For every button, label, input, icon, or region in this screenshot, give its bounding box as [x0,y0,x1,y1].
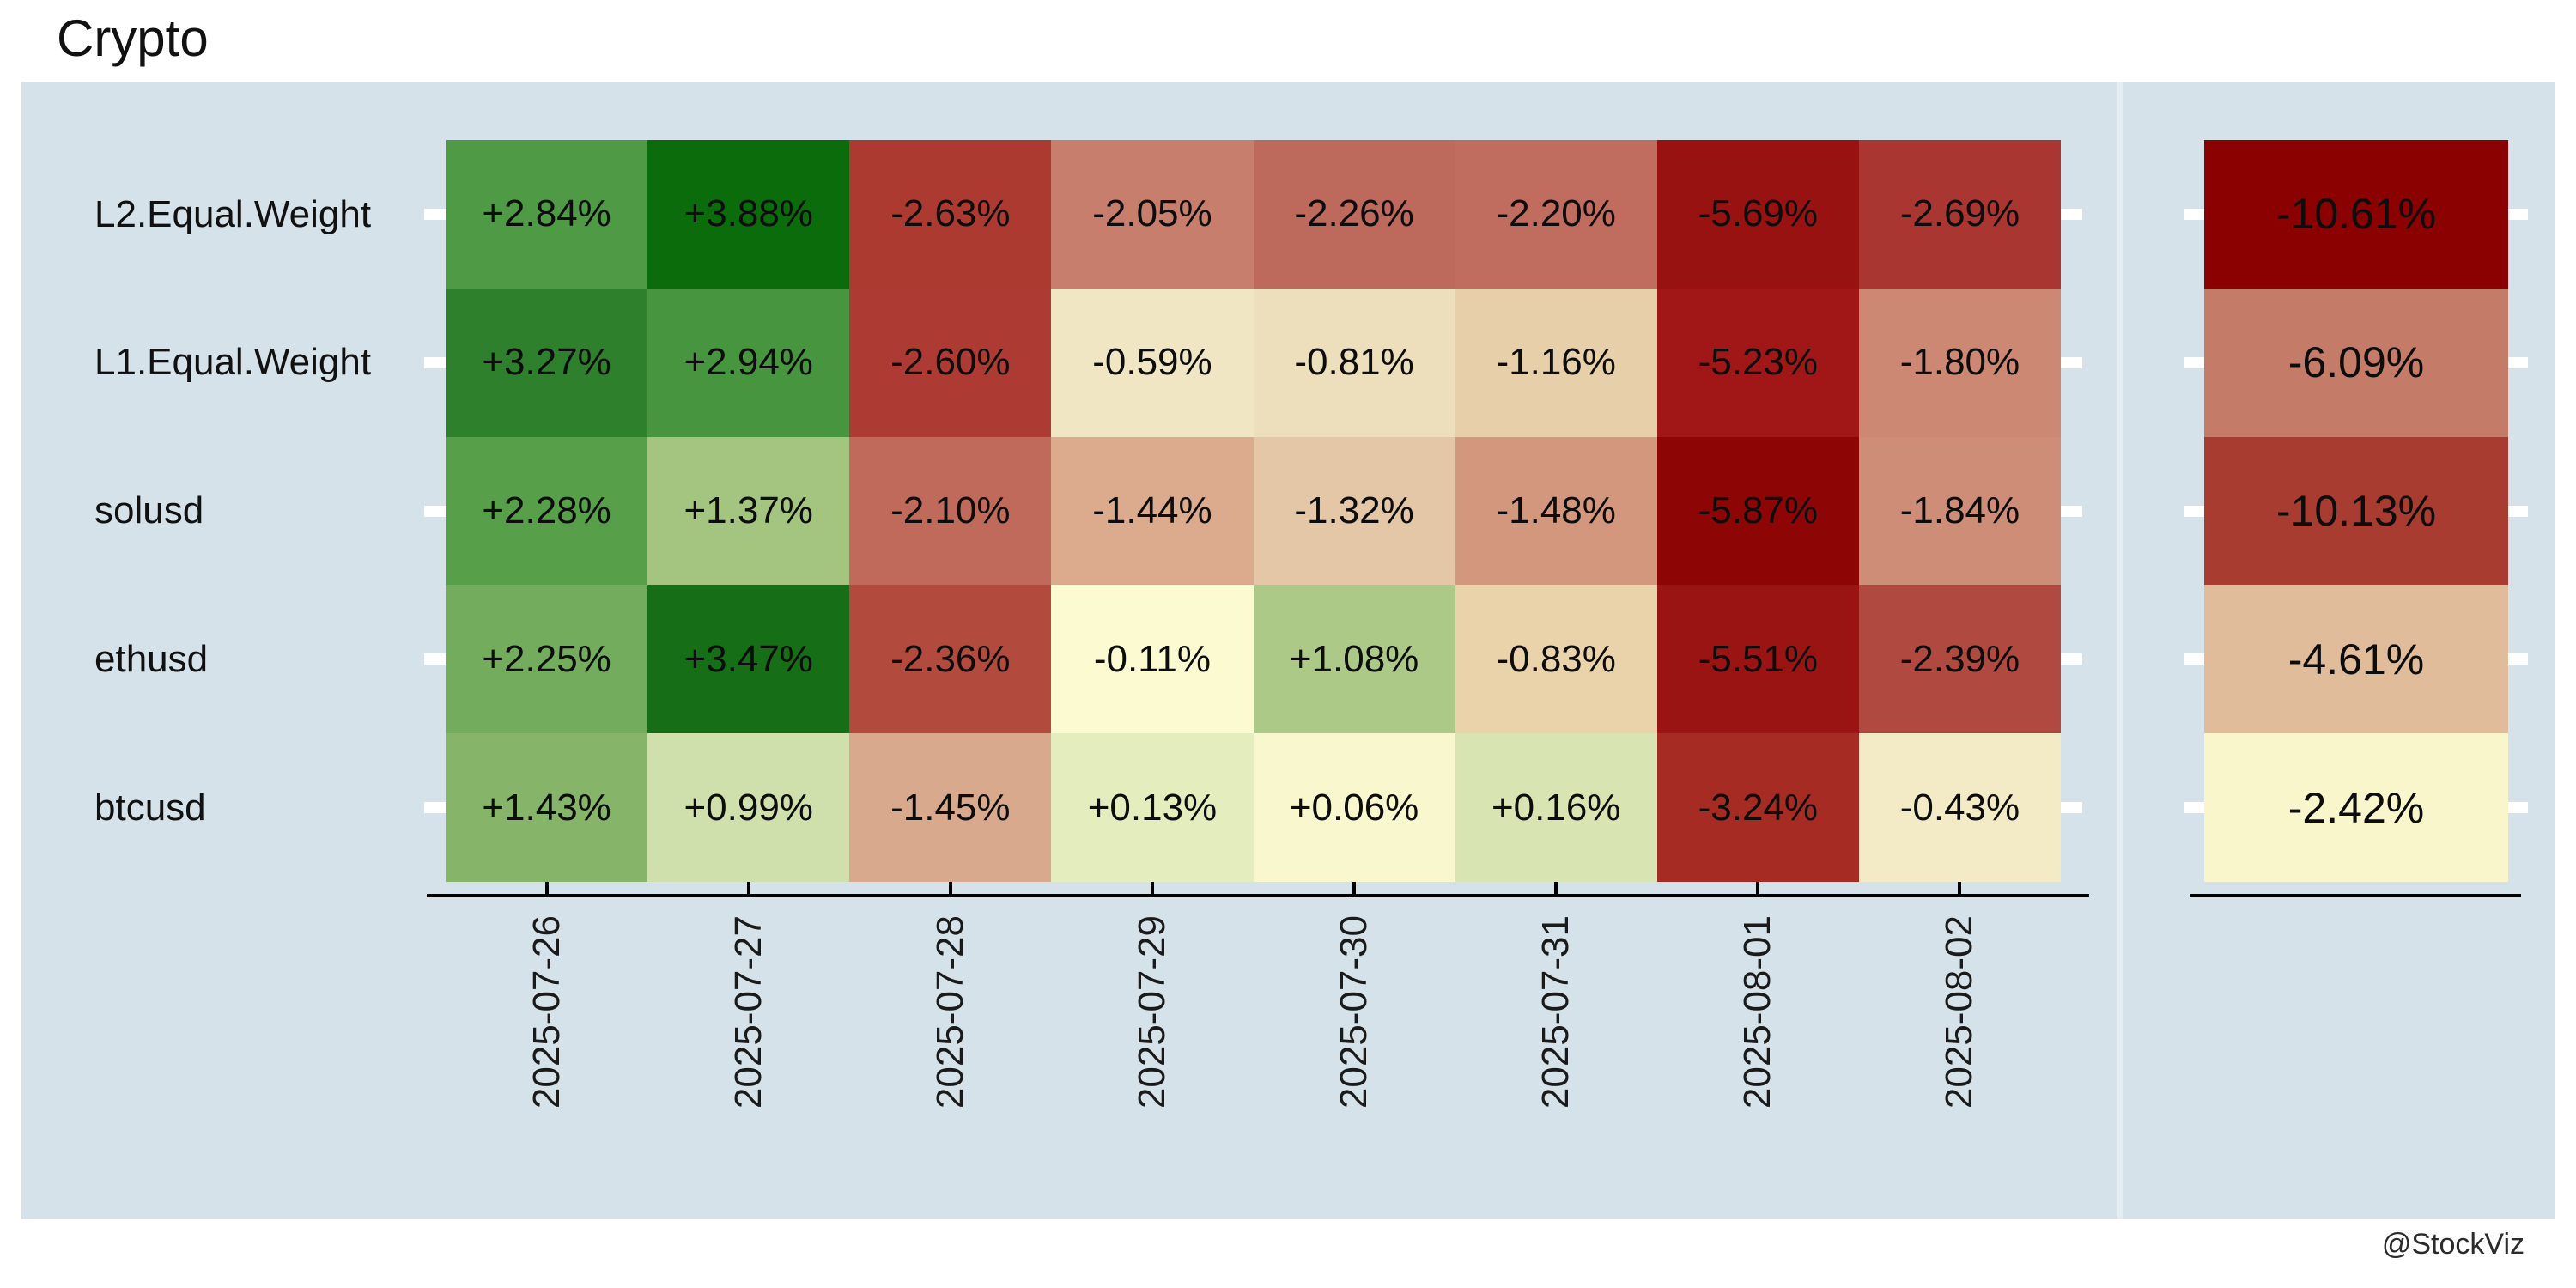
heatmap-cell: -2.05% [1051,140,1254,289]
x-axis-tick [746,882,750,895]
heatmap-cell: -3.24% [1656,733,1859,882]
heatmap-cell: +1.08% [1253,585,1455,734]
heatmap-cell: -5.87% [1656,436,1859,586]
date-label: 2025-07-26 [525,915,568,1109]
x-axis-tick [1150,882,1154,895]
page-title: Crypto [57,9,209,67]
row-tick-right [2061,356,2082,368]
heatmap-cell: -2.63% [849,140,1052,289]
row-tick-right [2061,208,2082,220]
heatmap-cell: -1.32% [1253,436,1455,586]
heatmap-cell: +0.16% [1455,733,1657,882]
heatmap-cell: -2.60% [849,288,1052,437]
heatmap-cell: +3.27% [446,288,648,437]
heatmap-cell: +1.43% [446,733,648,882]
heatmap-cell: +1.37% [647,436,850,586]
heatmap-cell: -2.36% [849,585,1052,734]
watermark: @StockViz [2381,1228,2524,1261]
heatmap-cell: -0.83% [1455,585,1657,734]
x-axis-line [427,894,2089,897]
heatmap-cell: -1.44% [1051,436,1254,586]
row-tick-right [2061,505,2082,517]
heatmap-grid: +2.84% +3.88% -2.63% -2.05% -2.26% -2.20% -5.6… [446,140,2061,882]
row-tick-right [2061,653,2082,665]
heatmap-cell: -5.51% [1656,585,1859,734]
x-axis-tick [1554,882,1558,895]
totals-cell: -10.13% [2204,436,2508,586]
x-axis-tick [948,882,952,895]
heatmap-cell: +3.47% [647,585,850,734]
heatmap-cell: -0.59% [1051,288,1254,437]
heatmap-cell: +3.88% [647,140,850,289]
heatmap-cell: -2.69% [1858,140,2061,289]
heatmap-cell: +2.94% [647,288,850,437]
totals-tick-left [2184,505,2204,517]
row-tick-left [424,505,446,517]
totals-tick-left [2184,208,2204,220]
heatmap-cell: -2.20% [1455,140,1657,289]
heatmap-cell: +0.06% [1253,733,1455,882]
heatmap-cell: -1.84% [1858,436,2061,586]
row-label: btcusd [94,786,206,829]
totals-tick-left [2184,802,2204,814]
date-label: 2025-07-29 [1130,915,1173,1109]
heatmap-cell: -0.11% [1051,585,1254,734]
totals-tick-right [2508,653,2528,665]
x-axis-tick [544,882,549,895]
heatmap-cell: -1.16% [1455,288,1657,437]
row-label: L1.Equal.Weight [94,341,372,384]
totals-axis-line [2190,894,2521,897]
x-axis-tick [1352,882,1357,895]
date-label: 2025-07-28 [928,915,971,1109]
row-label: ethusd [94,637,209,680]
row-tick-left [424,208,446,220]
totals-tick-left [2184,653,2204,665]
date-label: 2025-07-30 [1333,915,1376,1109]
x-axis-tick [1756,882,1760,895]
heatmap-cell: +0.13% [1051,733,1254,882]
totals-tick-left [2184,356,2204,368]
heatmap-cell: -0.81% [1253,288,1455,437]
totals-column: -10.61% -6.09% -10.13% -4.61% -2.42% [2204,140,2508,882]
date-label: 2025-07-31 [1534,915,1577,1109]
row-tick-left [424,802,446,814]
totals-cell: -4.61% [2204,585,2508,734]
heatmap-cell: -0.43% [1858,733,2061,882]
row-tick-left [424,356,446,368]
totals-cell: -10.61% [2204,140,2508,289]
heatmap-cell: -1.80% [1858,288,2061,437]
heatmap-cell: -2.26% [1253,140,1455,289]
row-label: solusd [94,489,204,532]
heatmap-cell: +2.25% [446,585,648,734]
heatmap-cell: +2.28% [446,436,648,586]
date-label: 2025-08-02 [1938,915,1981,1109]
heatmap-cell: -2.10% [849,436,1052,586]
totals-cell: -2.42% [2204,733,2508,882]
totals-cell: -6.09% [2204,288,2508,437]
row-tick-right [2061,802,2082,814]
row-tick-left [424,653,446,665]
date-label: 2025-07-27 [726,915,769,1109]
x-axis-tick [1958,882,1962,895]
row-label: L2.Equal.Weight [94,192,372,235]
heatmap-cell: +2.84% [446,140,648,289]
totals-tick-right [2508,356,2528,368]
heatmap-cell: -5.69% [1656,140,1859,289]
heatmap-cell: -5.23% [1656,288,1859,437]
heatmap-cell: -1.48% [1455,436,1657,586]
heatmap-cell: -1.45% [849,733,1052,882]
totals-tick-right [2508,505,2528,517]
heatmap-cell: -2.39% [1858,585,2061,734]
date-label: 2025-08-01 [1736,915,1779,1109]
panel-divider [2117,82,2123,1219]
totals-tick-right [2508,802,2528,814]
heatmap-cell: +0.99% [647,733,850,882]
totals-tick-right [2508,208,2528,220]
